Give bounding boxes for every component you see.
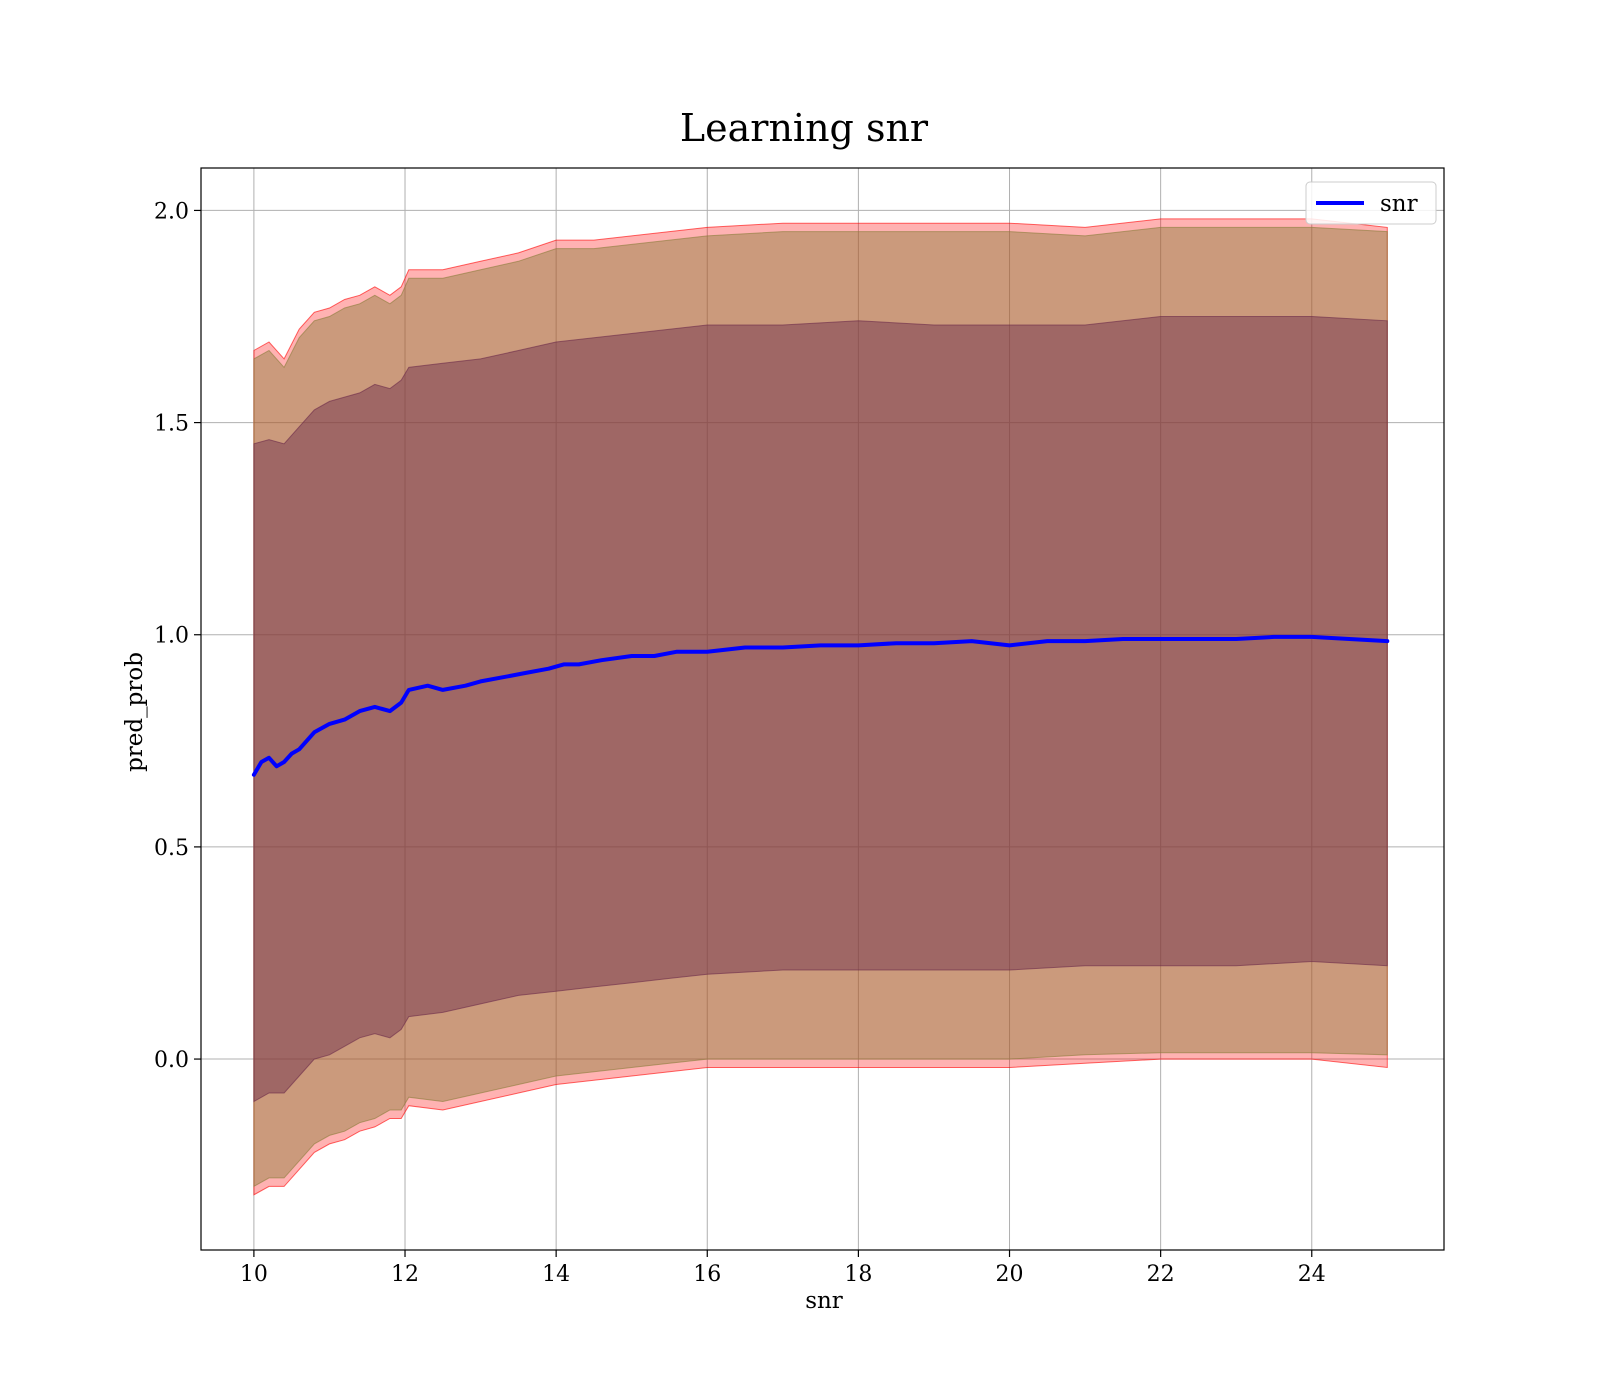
band-outer xyxy=(253,218,1388,1196)
band-inner xyxy=(253,316,1388,1103)
x-tick-label: 16 xyxy=(693,1262,721,1287)
x-tick-label: 10 xyxy=(240,1262,268,1287)
legend-box xyxy=(1305,181,1437,225)
legend-label: snr xyxy=(1380,191,1418,217)
x-tick-label: 20 xyxy=(996,1262,1024,1287)
y-tick-label: 2.0 xyxy=(154,199,189,224)
y-tick-label: 1.5 xyxy=(154,412,189,437)
x-tick-label: 24 xyxy=(1298,1262,1326,1287)
x-tick-label: 14 xyxy=(542,1262,570,1287)
legend: snr xyxy=(1305,181,1437,225)
line-series xyxy=(251,634,1390,777)
x-tick-label: 18 xyxy=(844,1262,872,1287)
x-tick-label: 22 xyxy=(1147,1262,1175,1287)
chart-title: Learning snr xyxy=(680,106,929,150)
y-tick-label: 0.0 xyxy=(154,1048,189,1073)
y-tick-label: 0.5 xyxy=(154,836,189,861)
series-line-snr xyxy=(251,634,1390,777)
x-tick-label: 12 xyxy=(391,1262,419,1287)
y-tick-label: 1.0 xyxy=(154,624,189,649)
confidence-bands xyxy=(253,218,1388,1196)
plot-frame xyxy=(200,167,1445,1251)
x-axis-label: snr xyxy=(805,1288,843,1314)
grid xyxy=(201,168,1444,1250)
band-middle xyxy=(253,226,1388,1188)
axis-ticks: 10 12 14 16 18 20 22 24 0.0 0.5 1.0 1.5 2.0 xyxy=(154,199,1326,1287)
y-axis-label: pred_prob xyxy=(122,652,148,772)
